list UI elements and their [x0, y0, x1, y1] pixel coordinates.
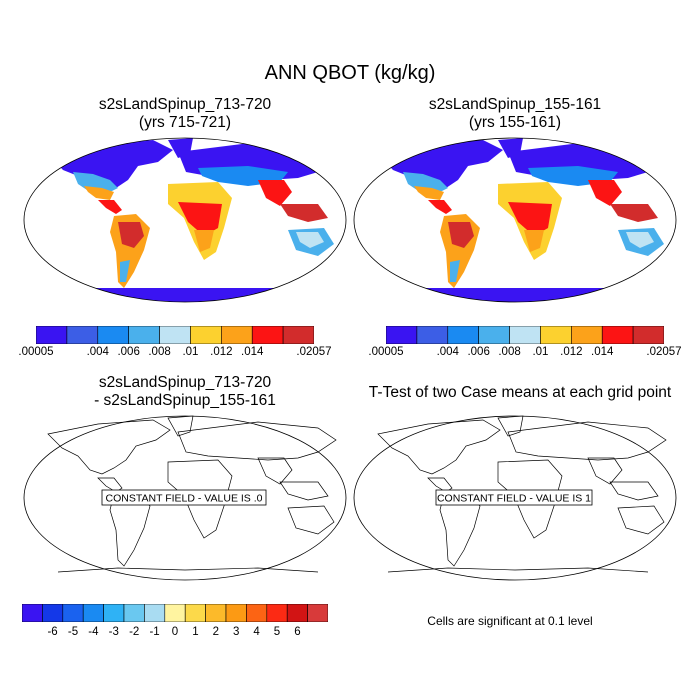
colorbar-tick-label: .014	[591, 346, 614, 358]
colorbar-swatch	[66, 326, 99, 344]
colorbar-swatch	[286, 604, 308, 622]
colorbar-panel-1	[36, 326, 314, 344]
colorbar-swatch	[144, 604, 166, 622]
colorbar-tick-label: -3	[108, 626, 119, 638]
colorbar-tick-label: -4	[88, 626, 99, 638]
colorbar-swatch	[478, 326, 510, 344]
map-panel-2	[353, 137, 677, 303]
colorbar-swatch	[22, 604, 43, 622]
colorbar-tick-label: .004	[86, 346, 109, 358]
constant-field-box	[435, 489, 593, 506]
colorbar-tick-label: .00005	[368, 346, 404, 358]
colorbar-tick-label: .008	[148, 346, 171, 358]
map-boundary	[23, 137, 347, 303]
panel-1-title-line1: s2sLandSpinup_713-720	[98, 96, 272, 113]
colorbar-tick-label: 4	[253, 626, 260, 638]
colorbar-panel-2	[386, 326, 664, 344]
panel-3-title-line2: - s2sLandSpinup_155-161	[94, 392, 276, 409]
colorbar-swatch	[447, 326, 479, 344]
colorbar-swatch	[82, 604, 104, 622]
panel-4-title: T-Test of two Case means at each grid po…	[350, 384, 690, 402]
map-panel-3: CONSTANT FIELD - VALUE IS .0	[23, 415, 347, 581]
panel-2-title-line2: (yrs 155-161)	[468, 114, 562, 131]
colorbar-swatch	[225, 604, 247, 622]
significance-note: Cells are significant at 0.1 level	[427, 614, 593, 628]
panel-2-title: s2sLandSpinup_155-161 (yrs 155-161)	[355, 96, 675, 132]
colorbar-swatch	[307, 604, 328, 622]
figure-title: ANN QBOT (kg/kg)	[264, 62, 436, 84]
colorbar-swatch	[62, 604, 84, 622]
colorbar-swatch	[509, 326, 541, 344]
colorbar-swatch	[97, 326, 129, 344]
colorbar-tick-label: 6	[294, 626, 301, 638]
colorbar-swatch	[205, 604, 227, 622]
colorbar-swatch	[282, 326, 314, 344]
colorbar-tick-label: 5	[273, 626, 281, 638]
constant-field-message: CONSTANT FIELD - VALUE IS 1	[437, 493, 591, 505]
colorbar-tick-label: .006	[117, 346, 140, 358]
coastlines	[377, 415, 667, 573]
constant-field-box	[101, 489, 267, 506]
colorbar-tick-label: .004	[436, 346, 459, 358]
colorbar-tick-label: .008	[498, 346, 521, 358]
colorbar-swatch	[164, 604, 186, 622]
colorbar-swatch	[266, 604, 288, 622]
colorbar-tick-label: .02057	[646, 346, 682, 358]
colorbar-swatch	[184, 604, 206, 622]
colorbar-swatch	[246, 604, 268, 622]
colorbar-swatch	[601, 326, 634, 344]
map-panel-4: CONSTANT FIELD - VALUE IS 1	[353, 415, 677, 581]
colorbar-tick-label: .01	[532, 346, 549, 358]
panel-3-title-line1: s2sLandSpinup_713-720	[98, 374, 272, 391]
colorbar-swatch	[221, 326, 253, 344]
colorbar-tick-label: .006	[467, 346, 490, 358]
colorbar-tick-label: .014	[241, 346, 264, 358]
colorbar-tick-label: .00005	[18, 346, 54, 358]
colorbar-swatch	[190, 326, 222, 344]
colorbar-panel-3	[22, 604, 328, 622]
colorbar-swatch	[103, 604, 125, 622]
colorbar-tick-label: .012	[560, 346, 583, 358]
colorbar-swatch	[159, 326, 191, 344]
colorbar-tick-label: 0	[171, 626, 179, 638]
colorbar-swatch	[386, 326, 418, 344]
colorbar-swatch	[128, 326, 160, 344]
constant-field-message: CONSTANT FIELD - VALUE IS .0	[106, 493, 263, 505]
panel-4-title-line1: T-Test of two Case means at each grid po…	[368, 384, 672, 401]
colorbar-tick-label: 2	[212, 626, 219, 638]
colorbar-tick-label: 3	[232, 626, 240, 638]
colorbar-tick-label: -6	[47, 626, 58, 638]
colorbar-tick-label: .02057	[296, 346, 332, 358]
colorbar-tick-label: .012	[210, 346, 233, 358]
colorbar-tick-label: -1	[149, 626, 160, 638]
panel-2-title-line1: s2sLandSpinup_155-161	[428, 96, 602, 113]
colorbar-swatch	[123, 604, 145, 622]
colorbar-swatch	[571, 326, 603, 344]
colorbar-swatch	[540, 326, 572, 344]
panel-1-title: s2sLandSpinup_713-720 (yrs 715-721)	[25, 96, 345, 132]
colorbar-tick-label: -2	[129, 626, 140, 638]
colorbar-swatch	[251, 326, 284, 344]
colorbar-swatch	[42, 604, 64, 622]
colorbar-tick-label: -5	[67, 626, 79, 638]
colorbar-swatch	[416, 326, 449, 344]
map-boundary	[353, 137, 677, 303]
colorbar-tick-label: 1	[192, 626, 199, 638]
panel-3-title: s2sLandSpinup_713-720 - s2sLandSpinup_15…	[25, 374, 345, 410]
panel-1-title-line2: (yrs 715-721)	[138, 114, 232, 131]
colorbar-swatch	[36, 326, 68, 344]
colorbar-swatch	[632, 326, 664, 344]
colorbar-tick-label: .01	[182, 346, 199, 358]
map-panel-1	[23, 137, 347, 303]
